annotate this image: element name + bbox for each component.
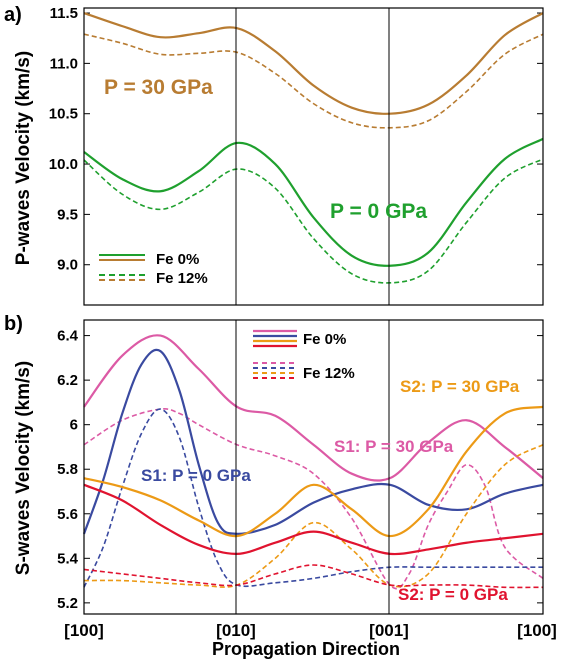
panel-a-y-axis-label: P-waves Velocity (km/s)	[13, 51, 34, 265]
annotation-p30-gpa: P = 30 GPa	[104, 76, 213, 99]
panel-b-series	[82, 334, 544, 590]
annotation-s1-p0-gpa: S1: P = 0 GPa	[141, 466, 251, 485]
x-axis-label: Propagation Direction	[212, 639, 400, 659]
panel-a-y-tick-label: 10.5	[49, 106, 78, 123]
panel-b-frame	[83, 319, 544, 615]
legend-b-fe12-label: Fe 12%	[303, 365, 355, 382]
panel-a-series-line-0	[83, 11, 544, 115]
panel-a-y-tick-label: 11.0	[50, 55, 78, 72]
legend-a-fe12-label: Fe 12%	[156, 270, 208, 287]
legend-b-fe0-label: Fe 0%	[303, 331, 346, 348]
x-tick-100-start: [100]	[64, 621, 104, 640]
shared-x-axis: [100] [010] [001] [100] Propagation Dire…	[64, 621, 557, 659]
panel-b-series-line-6	[83, 483, 544, 556]
panel-b-y-tick-label: 5.2	[57, 595, 78, 612]
panel-b-y-tick-label: 5.4	[57, 550, 79, 567]
panel-b-series-line-2	[82, 348, 544, 535]
annotation-s2-p30-gpa: S2: P = 30 GPa	[400, 377, 520, 396]
panel-a-series-line-2	[83, 137, 544, 267]
panel-b-y-tick-label: 6.2	[57, 372, 78, 389]
panel-b: b) S-waves Velocity (km/s) 5.2 5.4 5.6 5.8 6…	[4, 313, 544, 615]
panel-a-frame	[83, 7, 544, 306]
panel-b-legend: Fe 0% Fe 12%	[253, 329, 355, 382]
panel-b-y-tick-label: 5.6	[57, 506, 78, 523]
panel-b-y-tick-label: 6	[70, 417, 78, 434]
panel-a-series	[83, 11, 544, 284]
annotation-p0-gpa: P = 0 GPa	[330, 200, 427, 223]
panel-a-y-ticks: 9.0 9.5 10.0 10.5 11.0 11.5	[49, 5, 543, 274]
panel-a-y-tick-label: 10.0	[49, 156, 78, 173]
annotation-s2-p0-gpa: S2: P = 0 GPa	[398, 585, 508, 604]
panel-b-series-line-0	[83, 334, 544, 482]
legend-a-fe0-label: Fe 0%	[156, 251, 199, 268]
panel-a-series-line-3	[83, 158, 544, 284]
panel-a-series-line-1	[83, 33, 544, 129]
panel-b-series-line-4	[83, 405, 544, 538]
panel-a-y-tick-label: 9.0	[57, 257, 78, 274]
x-tick-100-end: [100]	[517, 621, 557, 640]
panel-a: a) P-waves Velocity (km/s) 9.0 9.5 10.0 10.…	[4, 4, 544, 306]
panel-a-y-tick-label: 9.5	[57, 206, 78, 223]
panel-a-label: a)	[4, 4, 22, 26]
panel-b-y-tick-label: 5.8	[57, 461, 78, 478]
annotation-s1-p30-gpa: S1: P = 30 GPa	[334, 437, 454, 456]
panel-b-y-axis-label: S-waves Velocity (km/s)	[13, 361, 34, 575]
x-tick-010: [010]	[216, 621, 256, 640]
panel-b-y-tick-label: 6.4	[57, 328, 79, 345]
panel-b-y-ticks: 5.2 5.4 5.6 5.8 6 6.2 6.4	[57, 328, 543, 612]
panel-b-series-line-5	[83, 444, 544, 588]
panel-b-label: b)	[4, 313, 23, 335]
x-tick-001: [001]	[369, 621, 409, 640]
panel-a-legend: Fe 0% Fe 12%	[99, 251, 208, 287]
panel-b-series-line-1	[83, 408, 544, 590]
panel-a-y-tick-label: 11.5	[50, 5, 78, 22]
panel-b-series-line-7	[83, 564, 544, 589]
